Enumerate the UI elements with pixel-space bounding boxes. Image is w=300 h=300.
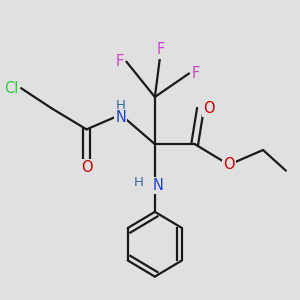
Text: N: N	[152, 178, 163, 193]
Text: F: F	[156, 42, 165, 57]
Text: H: H	[134, 176, 143, 189]
Text: N: N	[115, 110, 126, 125]
Text: Cl: Cl	[4, 81, 18, 96]
Text: O: O	[203, 101, 215, 116]
Text: O: O	[81, 160, 92, 175]
Text: O: O	[223, 157, 235, 172]
Text: F: F	[192, 66, 200, 81]
Text: F: F	[115, 54, 124, 69]
Text: H: H	[116, 99, 126, 112]
